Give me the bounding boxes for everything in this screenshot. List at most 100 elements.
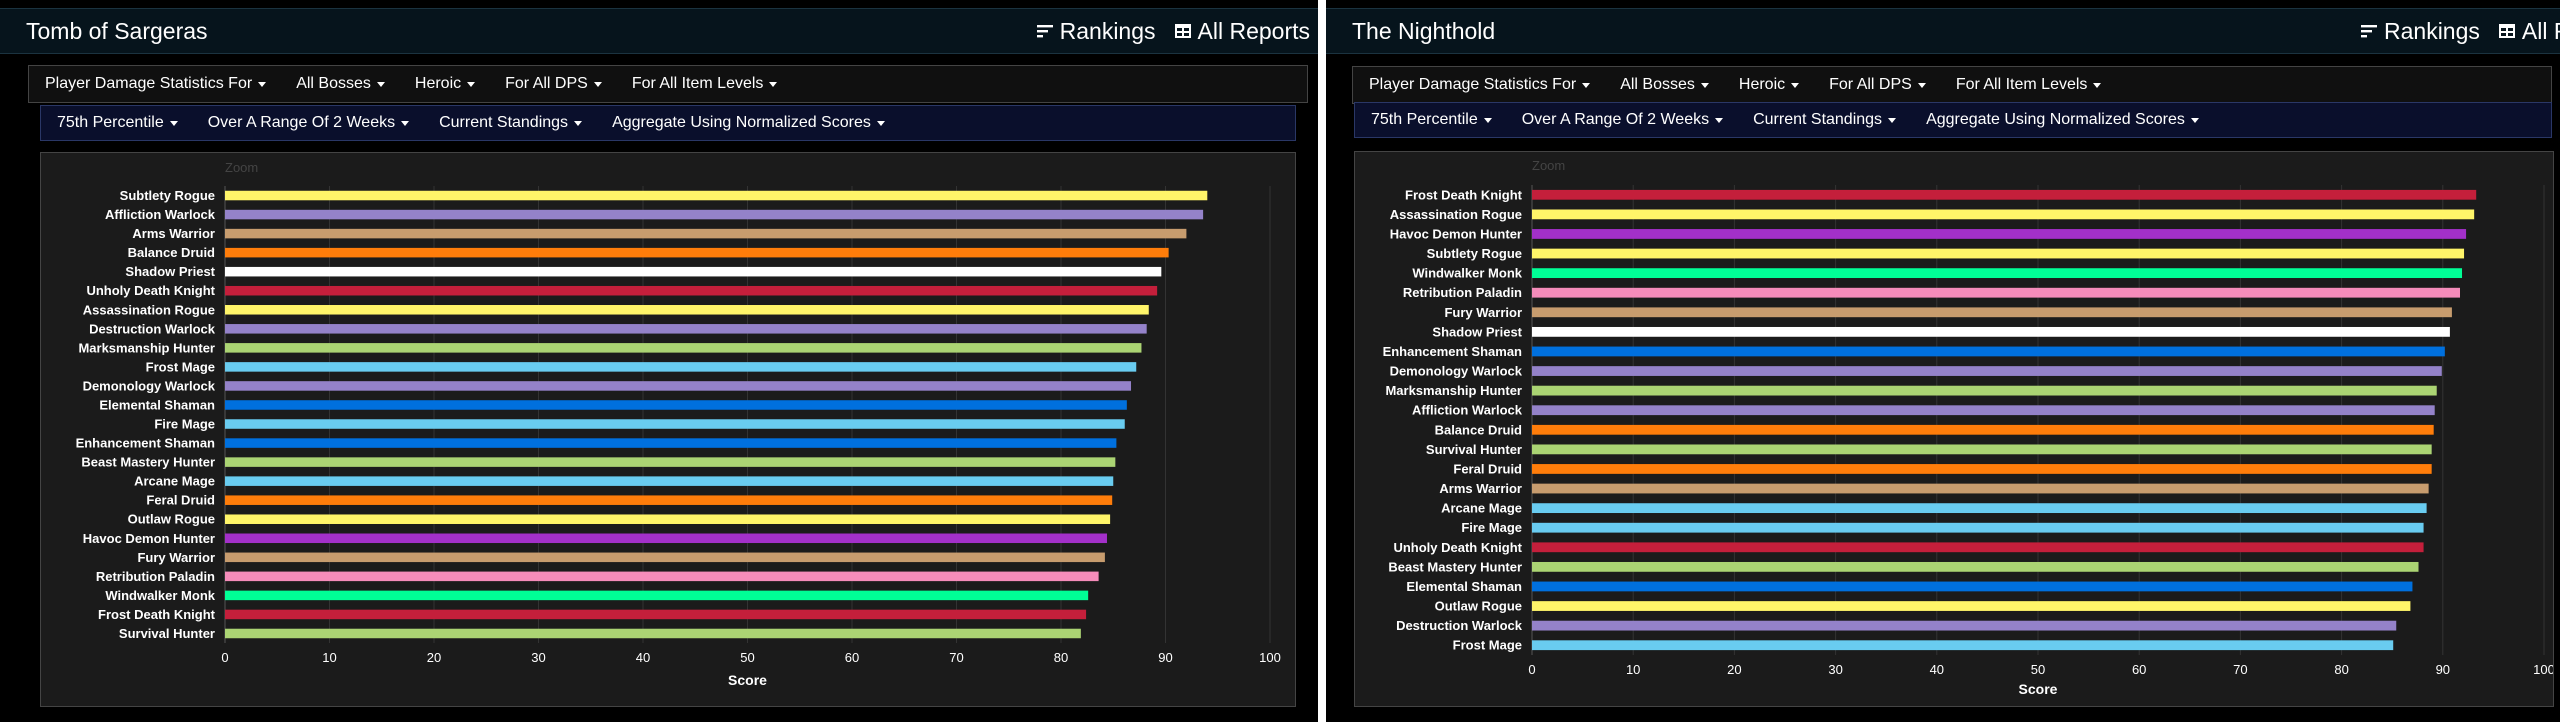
item-level-dropdown[interactable]: For All Item Levels [632, 75, 778, 93]
x-tick-label: 80 [1054, 650, 1068, 665]
bar[interactable] [225, 419, 1125, 429]
bar[interactable] [1532, 287, 2461, 298]
x-tick-label: 70 [949, 650, 963, 665]
standings-dropdown[interactable]: Current Standings [1753, 111, 1897, 129]
standings-dropdown[interactable]: Current Standings [439, 114, 583, 132]
difficulty-dropdown[interactable]: Heroic [415, 75, 476, 93]
bar[interactable] [225, 247, 1169, 258]
bar[interactable] [1532, 366, 2442, 376]
bar[interactable] [225, 609, 1087, 620]
bar[interactable] [225, 571, 1099, 582]
role-dropdown[interactable]: For All DPS [1829, 76, 1926, 94]
bar[interactable] [1532, 209, 2475, 220]
x-tick-label: 20 [1727, 662, 1741, 677]
bar[interactable] [225, 438, 1117, 448]
bar[interactable] [1532, 346, 2445, 357]
bar[interactable] [1532, 640, 2394, 651]
bar[interactable] [1532, 444, 2432, 455]
bosses-dropdown[interactable]: All Bosses [1620, 76, 1709, 94]
bar[interactable] [1532, 405, 2435, 416]
x-tick-label: 10 [1626, 662, 1640, 677]
rankings-label: Rankings [2384, 18, 2480, 44]
rankings-link[interactable]: Rankings [2360, 18, 2480, 44]
role-dropdown[interactable]: For All DPS [505, 75, 602, 93]
bar[interactable] [225, 362, 1137, 372]
bar[interactable] [225, 628, 1081, 639]
category-label: Enhancement Shaman [1383, 344, 1522, 359]
bar[interactable] [1532, 581, 2413, 592]
bar[interactable] [225, 533, 1107, 544]
bar[interactable] [1532, 542, 2424, 553]
bar[interactable] [1532, 385, 2437, 396]
zoom-label[interactable]: Zoom [225, 160, 258, 175]
bar[interactable] [225, 343, 1142, 353]
subfilter-bar: 75th Percentile Over A Range Of 2 Weeks … [40, 105, 1296, 141]
bar[interactable] [225, 552, 1105, 563]
bar[interactable] [225, 381, 1132, 391]
bar[interactable] [1532, 248, 2465, 259]
aggregate-dropdown[interactable]: Aggregate Using Normalized Scores [1926, 111, 2199, 129]
bar[interactable] [1532, 620, 2397, 631]
category-label: Windwalker Monk [105, 588, 215, 603]
category-label: Fire Mage [1461, 520, 1522, 535]
caret-down-icon [1888, 117, 1897, 123]
range-dropdown[interactable]: Over A Range Of 2 Weeks [208, 114, 410, 132]
all-reports-link[interactable]: All Reports [1174, 18, 1310, 44]
x-tick-label: 10 [322, 650, 336, 665]
difficulty-dropdown[interactable]: Heroic [1739, 76, 1800, 94]
caret-down-icon [1483, 117, 1492, 123]
bar[interactable] [1532, 189, 2477, 200]
bar[interactable] [225, 476, 1114, 486]
bar[interactable] [1532, 229, 2467, 239]
bar[interactable] [225, 495, 1113, 505]
caret-down-icon [1791, 82, 1800, 88]
bar[interactable] [225, 190, 1208, 201]
bar[interactable] [1532, 483, 2429, 494]
percentile-dropdown[interactable]: 75th Percentile [1371, 111, 1492, 129]
subfilter-bar: 75th Percentile Over A Range Of 2 Weeks … [1354, 102, 2552, 138]
bar[interactable] [1532, 424, 2434, 435]
item-level-dropdown[interactable]: For All Item Levels [1956, 76, 2102, 94]
bar[interactable] [1532, 503, 2427, 514]
bar[interactable] [1532, 561, 2419, 572]
aggregate-dropdown[interactable]: Aggregate Using Normalized Scores [612, 114, 885, 132]
bar[interactable] [225, 285, 1158, 296]
category-label: Assassination Rogue [83, 302, 215, 317]
all-reports-link[interactable]: All Reports [2498, 18, 2560, 44]
bar[interactable] [225, 228, 1187, 239]
bar[interactable] [225, 590, 1089, 601]
percentile-dropdown[interactable]: 75th Percentile [57, 114, 178, 132]
bar[interactable] [225, 400, 1127, 410]
bar[interactable] [225, 514, 1111, 524]
bar[interactable] [225, 457, 1116, 467]
category-label: Marksmanship Hunter [78, 340, 215, 355]
category-label: Survival Hunter [1426, 442, 1522, 457]
category-label: Survival Hunter [119, 626, 215, 641]
bar[interactable] [1532, 522, 2424, 533]
bar[interactable] [225, 266, 1162, 277]
rankings-link[interactable]: Rankings [1036, 18, 1156, 44]
category-label: Feral Druid [146, 493, 215, 508]
category-label: Destruction Warlock [89, 321, 216, 336]
category-label: Enhancement Shaman [76, 436, 215, 451]
caret-down-icon [574, 120, 583, 126]
range-dropdown[interactable]: Over A Range Of 2 Weeks [1522, 111, 1724, 129]
bar[interactable] [1532, 268, 2463, 279]
bar[interactable] [225, 209, 1204, 220]
bar[interactable] [1532, 601, 2411, 611]
statistics-dropdown[interactable]: Player Damage Statistics For [45, 75, 267, 93]
bar[interactable] [1532, 326, 2450, 337]
category-label: Affliction Warlock [1412, 403, 1523, 418]
zoom-label[interactable]: Zoom [1532, 158, 1565, 173]
bar[interactable] [1532, 464, 2432, 474]
bar[interactable] [1532, 307, 2452, 318]
bosses-dropdown[interactable]: All Bosses [296, 75, 385, 93]
header-links: Rankings All Reports [2360, 18, 2560, 44]
bar[interactable] [225, 305, 1149, 315]
table-icon [1174, 24, 1191, 38]
category-label: Windwalker Monk [1412, 266, 1522, 281]
statistics-dropdown[interactable]: Player Damage Statistics For [1369, 76, 1591, 94]
bar[interactable] [225, 324, 1147, 334]
x-tick-label: 40 [636, 650, 650, 665]
caret-down-icon [376, 81, 385, 87]
